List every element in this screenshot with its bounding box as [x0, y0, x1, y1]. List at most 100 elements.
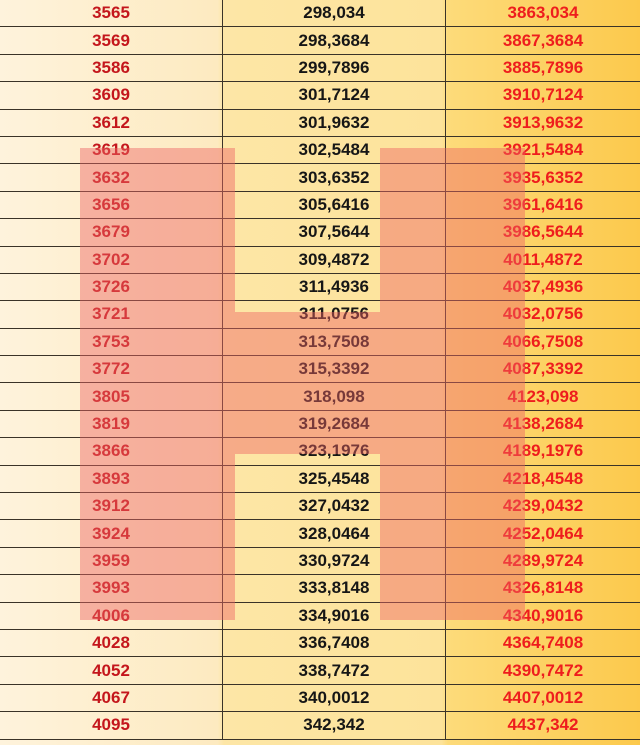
- table-cell-col3[interactable]: 4218,4548: [502, 468, 584, 488]
- table-cell-col3[interactable]: 3986,5644: [502, 222, 584, 242]
- table-row: 4052 338,7472 4390,7472: [0, 657, 640, 685]
- table-cell-col1[interactable]: 3805: [92, 386, 130, 406]
- table-cell-col1[interactable]: 3893: [92, 468, 130, 488]
- table-cell-col1[interactable]: 3609: [92, 85, 130, 105]
- table-cell-col3[interactable]: 3863,034: [507, 3, 579, 23]
- table-cell-col3[interactable]: 4407,0012: [502, 687, 584, 707]
- table-cell-col1[interactable]: 3612: [92, 112, 130, 132]
- table-cell-col2[interactable]: 311,0756: [222, 301, 446, 328]
- table-cell-col2[interactable]: 318,098: [222, 383, 446, 410]
- table-row: 3753 313,7508 4066,7508: [0, 328, 640, 357]
- table-cell-col3[interactable]: 4437,342: [507, 715, 579, 735]
- table-cell-col3[interactable]: 4189,1976: [502, 441, 584, 461]
- table-cell-col2[interactable]: 319,2684: [222, 410, 446, 438]
- table-cell-col2[interactable]: 340,0012: [222, 684, 446, 712]
- table-cell-col3[interactable]: 3961,6416: [502, 194, 584, 214]
- table-cell-col3[interactable]: 3935,6352: [502, 167, 584, 187]
- table-cell-col1[interactable]: 3866: [92, 441, 130, 461]
- table-cell-col1[interactable]: 3819: [92, 414, 130, 434]
- table-cell-col3[interactable]: 4326,8148: [502, 578, 584, 598]
- table-cell-col3[interactable]: 4087,3392: [502, 359, 584, 379]
- table-row: 3612 301,9632 3913,9632: [0, 109, 640, 137]
- table-row: 3912 327,0432 4239,0432: [0, 493, 640, 521]
- table-cell-col3[interactable]: 4390,7472: [502, 660, 584, 680]
- table-cell-col1[interactable]: 3959: [92, 551, 130, 570]
- table-cell-col3[interactable]: 4037,4936: [502, 277, 584, 297]
- table-cell-col3[interactable]: 4239,0432: [502, 496, 584, 516]
- table-cell-col1[interactable]: 3753: [92, 331, 130, 351]
- table-cell-col3[interactable]: 3921,5484: [502, 140, 584, 160]
- table-cell-col2[interactable]: 311,4936: [222, 273, 446, 301]
- table-cell-col1[interactable]: 3565: [92, 3, 130, 23]
- table-row: 3586 299,7896 3885,7896: [0, 54, 640, 83]
- table-cell-col3[interactable]: 4252,0464: [502, 523, 584, 543]
- table-cell-col2[interactable]: 323,1976: [222, 438, 446, 465]
- table-cell-col1[interactable]: 3721: [92, 304, 130, 324]
- table-cell-col3[interactable]: 4011,4872: [503, 249, 583, 269]
- table-row: 3726 311,4936 4037,4936: [0, 273, 640, 302]
- table-cell-col3[interactable]: 3910,7124: [502, 85, 584, 105]
- table-cell-col3[interactable]: 3867,3684: [502, 30, 584, 50]
- table-row: 3565 298,034 3863,034: [0, 0, 640, 28]
- table-row: 3866 323,1976 4189,1976: [0, 438, 640, 466]
- table-cell-col2[interactable]: 334,9016: [222, 602, 446, 629]
- table-cell-col2[interactable]: 313,7508: [222, 328, 446, 356]
- table-cell-col1[interactable]: 4052: [92, 660, 130, 680]
- table-cell-col2[interactable]: 302,5484: [222, 136, 446, 164]
- table-cell-col2[interactable]: 307,5644: [222, 219, 446, 246]
- table-cell-col2[interactable]: 325,4548: [222, 465, 446, 493]
- table-cell-col1[interactable]: 3569: [92, 30, 130, 50]
- table-cell-col1[interactable]: 3619: [92, 140, 130, 160]
- table-cell-col3[interactable]: 4123,098: [507, 386, 579, 406]
- table-cell-col1[interactable]: 4095: [92, 715, 130, 735]
- table-cell-col2[interactable]: 298,3684: [222, 27, 446, 54]
- table-cell-col3[interactable]: 3885,7896: [502, 57, 584, 77]
- table-cell-col2[interactable]: 328,0464: [222, 520, 446, 547]
- table-cell-col2[interactable]: 301,7124: [222, 82, 446, 109]
- table-cell-col2[interactable]: 336,7408: [222, 629, 446, 657]
- table-cell-col1[interactable]: 4067: [92, 687, 130, 707]
- table-cell-col2[interactable]: 301,9632: [222, 109, 446, 136]
- table-row: 4095 342,342 4437,342: [0, 712, 640, 740]
- table-cell-col2[interactable]: 303,6352: [222, 164, 446, 191]
- table-cell-col2[interactable]: 342,342: [222, 712, 446, 739]
- table-cell-col2[interactable]: 338,7472: [222, 657, 446, 684]
- table-cell-col1[interactable]: 3772: [92, 359, 130, 379]
- table-cell-col3[interactable]: 4032,0756: [502, 304, 584, 324]
- table-cell-col1[interactable]: 3924: [92, 523, 130, 543]
- table-cell-col3[interactable]: 4364,7408: [502, 633, 584, 653]
- table-cell-col2[interactable]: 299,7896: [222, 54, 446, 82]
- table-cell-col1[interactable]: 3726: [92, 277, 130, 297]
- table-row: 3924 328,0464 4252,0464: [0, 520, 640, 548]
- table-cell-col1[interactable]: 3656: [92, 194, 130, 214]
- table-cell-col1[interactable]: 3679: [92, 222, 130, 242]
- table-cell-col2[interactable]: 327,0432: [222, 493, 446, 520]
- table-cell-col1[interactable]: 3702: [92, 249, 130, 269]
- table-cell-col3[interactable]: 4066,7508: [502, 331, 584, 351]
- table-row: 3721 311,0756 4032,0756: [0, 301, 640, 329]
- table-cell-col1[interactable]: 4028: [92, 633, 130, 653]
- table-cell-col2[interactable]: 298,034: [222, 0, 446, 27]
- table-cell-col1[interactable]: 3632: [92, 167, 130, 187]
- table-row: 3805 318,098 4123,098: [0, 383, 640, 411]
- table-cell-col3[interactable]: 4138,2684: [502, 414, 584, 434]
- table-row: 3679 307,5644 3986,5644: [0, 219, 640, 247]
- table-row: 3632 303,6352 3935,6352: [0, 164, 640, 192]
- table-cell-col1[interactable]: 3993: [92, 578, 130, 598]
- table-row: 3702 309,4872 4011,4872: [0, 246, 640, 274]
- table-cell-col2[interactable]: 315,3392: [222, 356, 446, 383]
- table-cell-col2[interactable]: 309,4872: [222, 246, 446, 273]
- table-cell-col3[interactable]: 3913,9632: [502, 112, 584, 132]
- table-cell-col1[interactable]: 3912: [92, 496, 130, 516]
- table-row: 4067 340,0012 4407,0012: [0, 684, 640, 713]
- table-cell-col3[interactable]: 4289,9724: [502, 551, 584, 570]
- table-cell-col2[interactable]: 333,8148: [222, 575, 446, 602]
- table-cell-col1[interactable]: 3586: [92, 57, 130, 77]
- table-cell-col1[interactable]: 4006: [92, 605, 130, 625]
- table-cell-col2[interactable]: 305,6416: [222, 191, 446, 219]
- table-row: 3993 333,8148 4326,8148: [0, 575, 640, 603]
- table-cell-col3[interactable]: 4340,9016: [502, 605, 584, 625]
- table-cell-col2[interactable]: 330,9724: [222, 547, 446, 575]
- table-row: 3569 298,3684 3867,3684: [0, 27, 640, 55]
